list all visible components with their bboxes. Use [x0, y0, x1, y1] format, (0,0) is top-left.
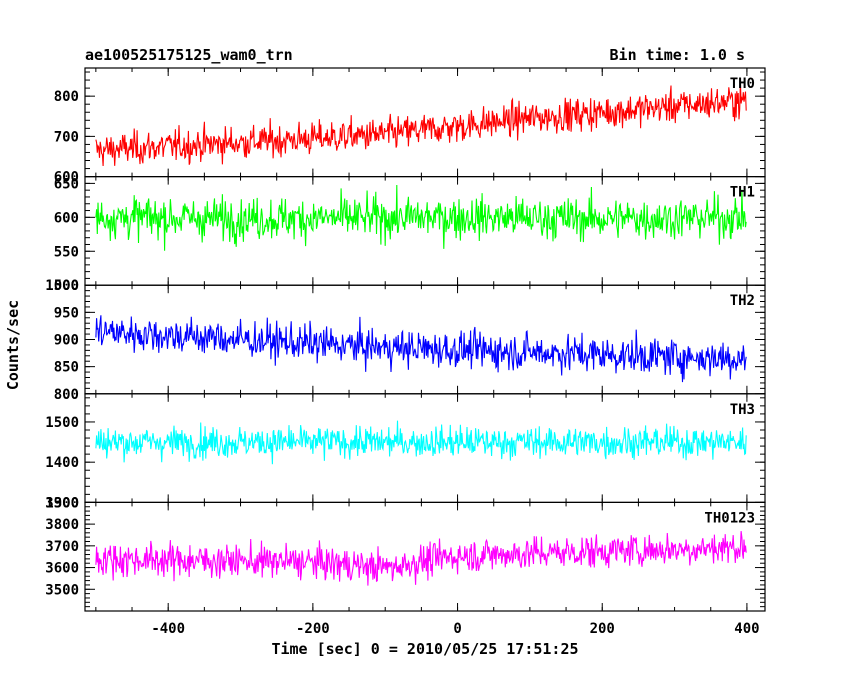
- y-axis-label: Counts/sec: [4, 300, 22, 390]
- panels-group: 600700800TH0500550600650TH18008509009501…: [45, 67, 766, 612]
- y-tick-label: 800: [54, 387, 79, 403]
- y-tick-label: 800: [54, 89, 79, 105]
- y-tick-label: 650: [54, 176, 79, 192]
- x-tick-label: 0: [453, 621, 461, 637]
- panel-th3: 1300 1400 1500 TH3: [45, 393, 766, 511]
- header-left-title: ae100525175125_wam0_trn: [85, 46, 293, 64]
- y-tick-label: 3800: [45, 517, 79, 533]
- y-tick-label: 600: [54, 210, 79, 226]
- series-line-th1: [95, 184, 747, 251]
- panel-th2: 800 850 900 950 1000 TH2: [45, 278, 766, 403]
- series-line-th0: [95, 81, 747, 167]
- x-axis-label: Time [sec] 0 = 2010/05/25 17:51:25: [271, 640, 578, 658]
- panel-label-th2: TH2: [730, 293, 755, 309]
- y-tick-label: 1300: [45, 495, 79, 511]
- y-tick-label: 550: [54, 244, 79, 260]
- panel-label-th3: TH3: [730, 402, 755, 418]
- series-line-th2: [95, 315, 747, 383]
- panel-frame: [84, 501, 766, 612]
- y-tick-label: 600: [54, 170, 79, 186]
- panel-label-th0123: TH0123: [704, 510, 755, 526]
- y-tick-label: 950: [54, 305, 79, 321]
- panel-label-th1: TH1: [730, 185, 755, 201]
- x-tick-label: -200: [296, 621, 330, 637]
- y-tick-label: 1000: [45, 278, 79, 294]
- x-tick-label: -400: [151, 621, 185, 637]
- panel-th1: 500 550 600 650 TH1: [54, 176, 766, 294]
- y-tick-label: 850: [54, 360, 79, 376]
- series-line-th3: [95, 420, 747, 465]
- x-axis: -400 -200 0 200 400: [151, 621, 759, 637]
- panel-frame: [84, 284, 766, 395]
- y-tick-label: 3600: [45, 561, 79, 577]
- y-tick-label: 500: [54, 278, 79, 294]
- y-tick-label: 700: [54, 129, 79, 145]
- panel-th0: 600 700 800 TH0: [54, 67, 766, 186]
- y-tick-label: 900: [54, 333, 79, 349]
- y-tick-label: 1500: [45, 415, 79, 431]
- panel-label-th0: TH0: [730, 76, 755, 92]
- series-line-th0123: [95, 531, 747, 586]
- header-bin-time: Bin time: 1.0 s: [610, 46, 745, 64]
- panel-frame: [84, 176, 766, 286]
- x-tick-label: 400: [734, 621, 759, 637]
- y-tick-label: 3700: [45, 539, 79, 555]
- y-tick-label: 3900: [45, 495, 79, 511]
- x-tick-label: 200: [590, 621, 615, 637]
- panel-th0123: 3500 3600 3700 3800 3900 TH0123: [45, 495, 766, 612]
- y-tick-label: 1400: [45, 455, 79, 471]
- y-tick-label: 3500: [45, 582, 79, 598]
